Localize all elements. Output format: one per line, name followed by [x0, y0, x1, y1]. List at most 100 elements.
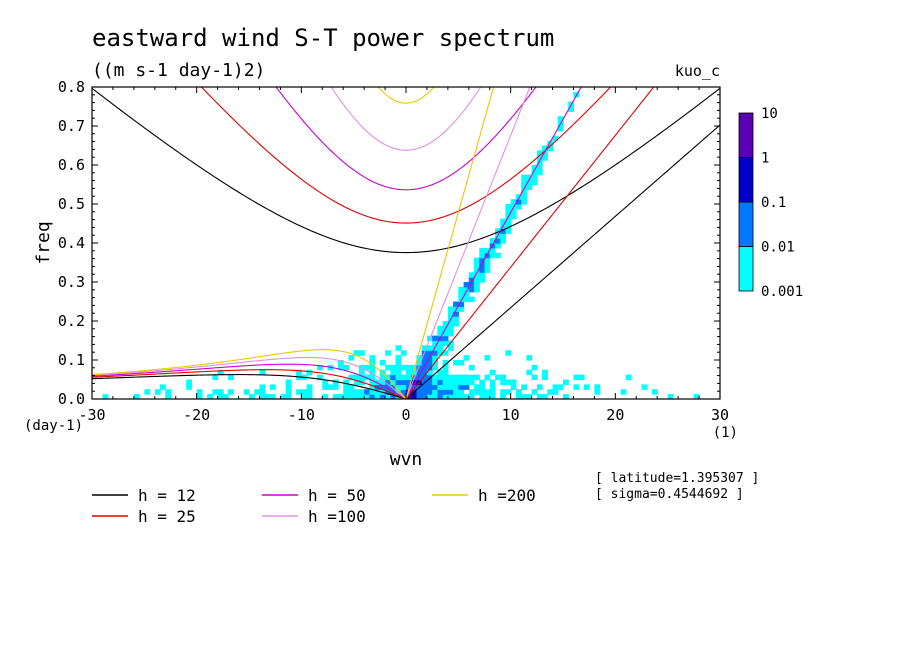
spectrum-cell	[243, 389, 250, 395]
x-tick-label: 0	[401, 406, 410, 424]
spectrum-cell	[358, 350, 365, 356]
spectrum-cell	[484, 394, 491, 399]
spectrum-cell	[474, 374, 480, 381]
spectrum-cell	[395, 374, 402, 381]
spectrum-cell	[489, 252, 496, 259]
legend-label: h = 12	[138, 486, 196, 505]
y-tick-label: 0.7	[58, 117, 85, 135]
spectrum-cell	[442, 360, 449, 366]
spectrum-cell	[406, 364, 412, 371]
spectrum-cell	[385, 384, 391, 390]
spectrum-cell	[437, 394, 444, 399]
spectrum-cell	[536, 150, 543, 156]
spectrum-cell	[489, 238, 496, 244]
spectrum-cell	[447, 389, 454, 395]
spectrum-cell	[479, 252, 486, 259]
spectrum-cell	[458, 360, 465, 366]
spectrum-cell	[494, 238, 501, 244]
spectrum-cell	[416, 360, 423, 366]
spectrum-cell	[542, 145, 548, 151]
spectrum-cell	[531, 165, 538, 171]
spectrum-cell	[468, 394, 475, 399]
spectrum-cell	[442, 335, 449, 342]
spectrum-cell	[348, 384, 355, 390]
spectrum-cell	[505, 223, 512, 229]
spectrum-cell	[426, 369, 433, 376]
spectrum-cell	[447, 311, 454, 317]
spectrum-cell	[385, 379, 391, 385]
spectrum-cell	[426, 374, 433, 381]
spectrum-cell	[390, 364, 397, 371]
spectrum-cell	[531, 179, 538, 186]
spectrum-cell	[458, 301, 465, 307]
spectrum-cell	[406, 369, 412, 376]
spectrum-cell	[468, 374, 475, 381]
spectrum-cell	[500, 238, 507, 244]
spectrum-cell	[594, 389, 601, 395]
spectrum-cell	[379, 360, 386, 366]
spectrum-cell	[474, 267, 480, 273]
spectrum-cell	[144, 389, 151, 395]
spectrum-cell	[468, 364, 475, 371]
dispersion-curve-rossby	[92, 374, 407, 399]
spectrum-cell	[306, 389, 313, 395]
spectrum-cell	[453, 321, 459, 327]
spectrum-cell	[254, 389, 261, 395]
spectrum-cell	[489, 379, 496, 385]
spectrum-cell	[542, 369, 548, 376]
spectrum-cell	[500, 394, 507, 399]
spectrum-cell	[416, 355, 423, 361]
spectrum-cell	[458, 374, 465, 381]
spectrum-cell	[463, 374, 470, 381]
spectrum-cell	[458, 379, 465, 385]
y-tick-label: 0.4	[58, 234, 85, 252]
spectrum-cell	[196, 389, 203, 395]
spectrum-cell	[453, 316, 459, 322]
spectrum-cell	[521, 199, 527, 205]
spectrum-cell	[521, 184, 527, 190]
spectrum-cell	[332, 379, 339, 385]
spectrum-cell	[463, 286, 470, 293]
spectrum-cell	[432, 389, 438, 395]
spectrum-cell	[395, 379, 402, 385]
spectrum-cell	[395, 369, 402, 376]
spectrum-cell	[432, 384, 438, 390]
spectrum-cell	[474, 389, 480, 395]
spectrum-cell	[385, 374, 391, 381]
spectrum-cell	[421, 384, 428, 390]
spectrum-cell	[160, 384, 166, 390]
spectrum-cell	[484, 262, 491, 268]
spectrum-cell	[510, 213, 517, 220]
spectrum-cell	[494, 228, 501, 234]
spectrum-cell	[421, 374, 428, 381]
spectrum-cell	[337, 364, 344, 371]
spectrum-cell	[484, 355, 491, 361]
x-tick-label: 20	[606, 406, 624, 424]
chart-subtitle: ((m s-1 day-1)2)	[92, 60, 265, 81]
spectrum-cell	[186, 379, 193, 385]
spectrum-cell	[489, 247, 496, 254]
y-tick-label: 0.2	[58, 312, 85, 330]
spectrum-cell	[269, 384, 276, 390]
spectrum-cell	[484, 257, 491, 264]
y-tick-label: 0.3	[58, 273, 85, 291]
spectrum-cell	[479, 384, 486, 390]
dispersion-curves	[92, 87, 720, 399]
spectrum-cell	[322, 384, 329, 390]
spectrum-cell	[374, 379, 381, 385]
spectrum-cell	[474, 282, 480, 288]
spectrum-cell	[165, 389, 172, 395]
spectrum-cell	[447, 330, 454, 337]
spectrum-cell	[301, 389, 308, 395]
spectrum-cell	[421, 345, 428, 351]
spectrum-cell	[557, 384, 564, 390]
spectrum-cell	[379, 369, 386, 376]
spectrum-cell	[416, 389, 423, 395]
spectrum-cell	[521, 189, 527, 195]
spectrum-cell	[406, 374, 412, 381]
spectrum-cell	[573, 384, 580, 390]
spectrum-cell	[521, 394, 527, 399]
spectrum-cell	[474, 277, 480, 283]
colorbar-label: 0.01	[761, 240, 795, 256]
spectrum-cell	[337, 360, 344, 366]
